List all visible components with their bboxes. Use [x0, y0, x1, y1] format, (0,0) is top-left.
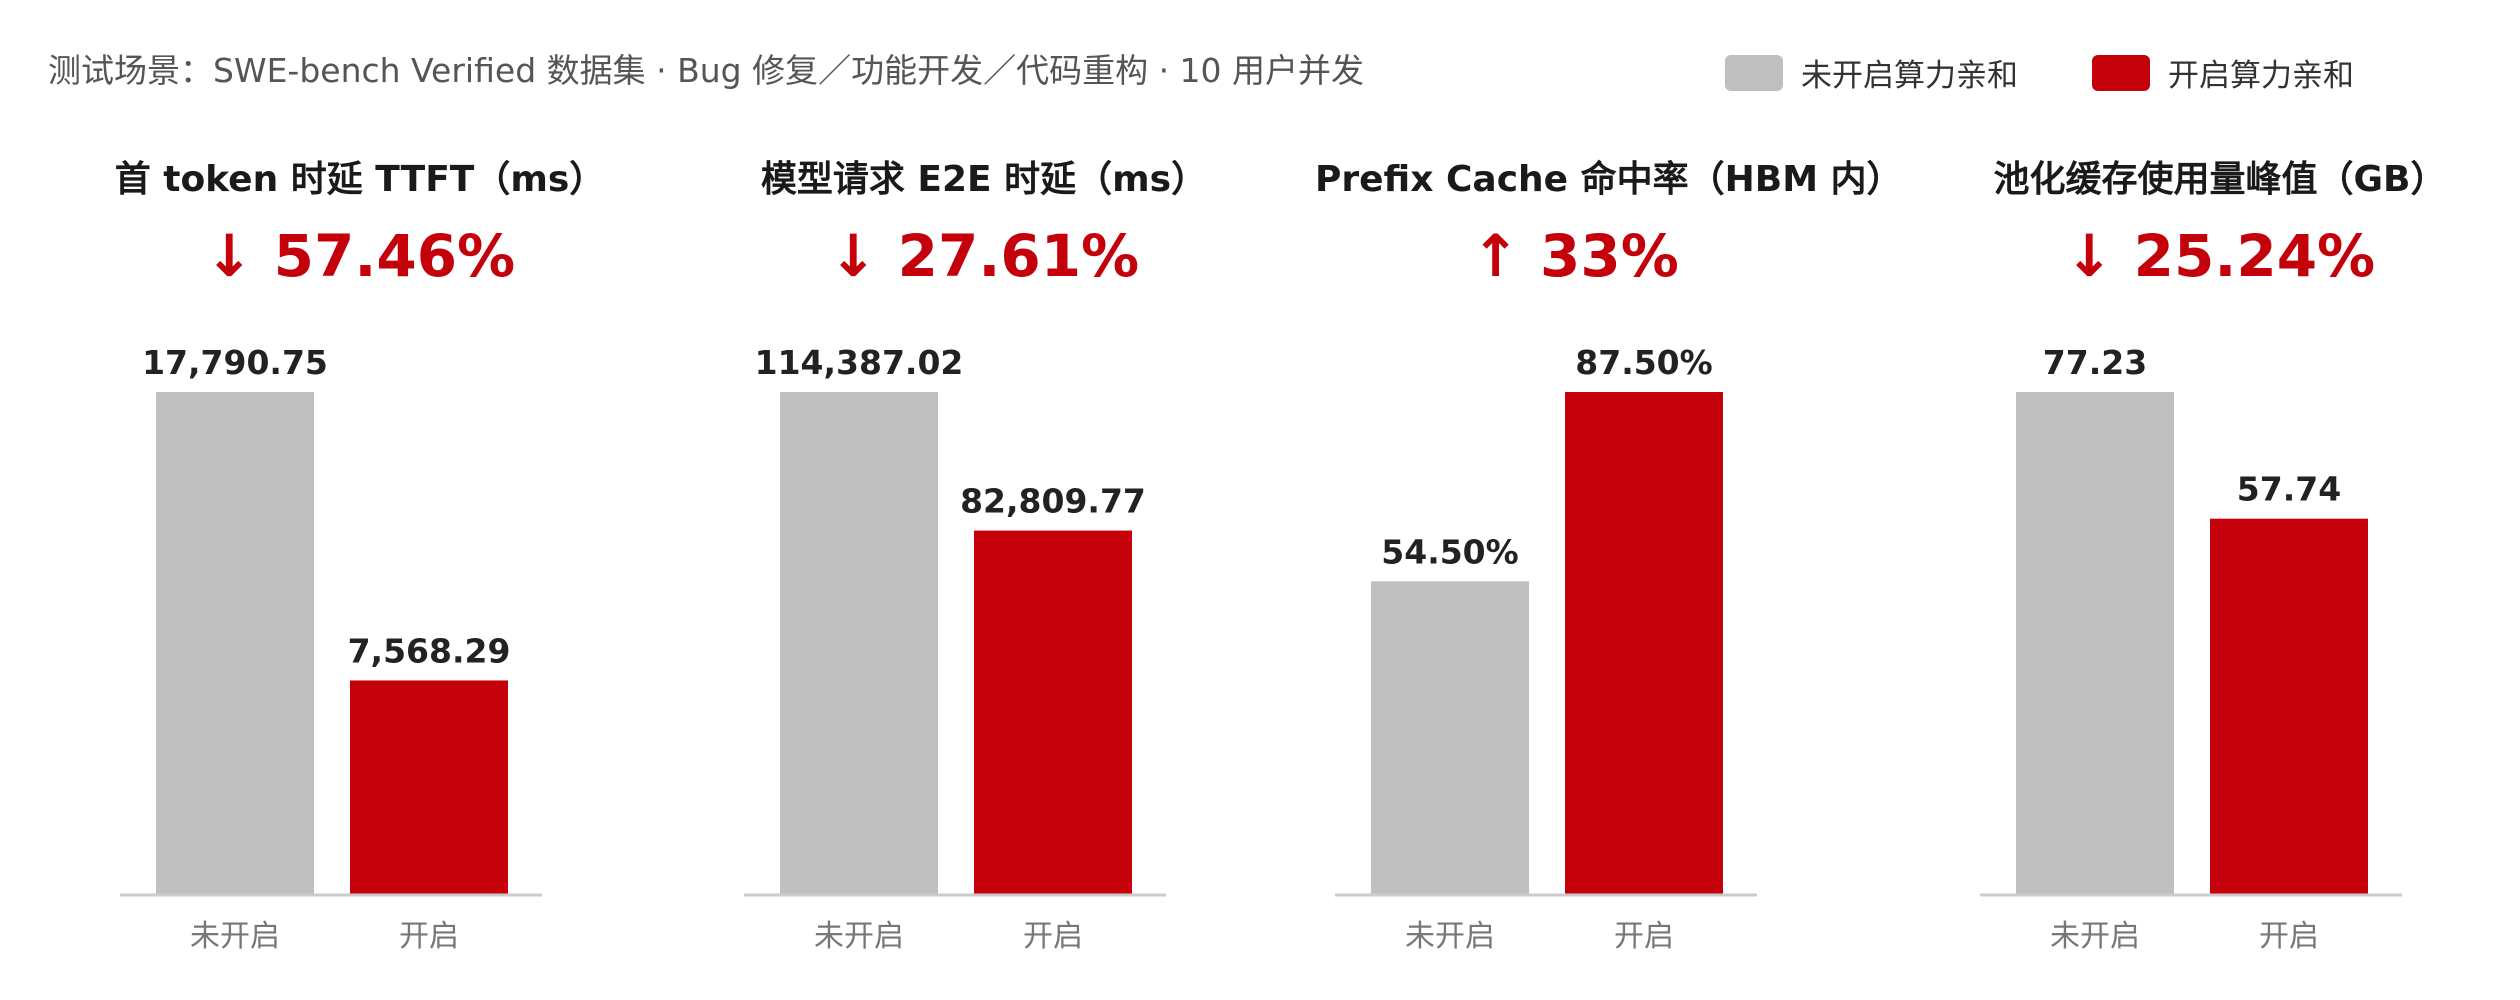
bar-chart-prefix-cache: 54.50% 未开启 87.50% 开启: [1335, 343, 1757, 954]
panel-change: ↓ 57.46%: [204, 222, 516, 290]
bar-chart-ttft: 17,790.75 未开启 7,568.29 开启: [120, 343, 542, 954]
category-label-0: 未开启: [2050, 919, 2140, 954]
category-label-0: 未开启: [814, 919, 904, 954]
bar-value-label-0: 77.23: [2043, 343, 2147, 382]
panel-title: Prefix Cache 命中率（HBM 内）: [1315, 159, 1903, 200]
legend-swatch-baseline: [1725, 54, 1783, 91]
category-label-0: 未开启: [190, 919, 280, 954]
bar-value-label-1: 57.74: [2237, 470, 2341, 509]
bar-chart-pool-cache: 77.23 未开启 57.74 开启: [1980, 343, 2402, 954]
panel-title: 池化缓存使用量峰值（GB）: [1993, 159, 2447, 200]
bar-0: [2016, 392, 2174, 894]
panel-title: 模型请求 E2E 时延（ms）: [760, 159, 1208, 200]
chart-panel-prefix-cache: Prefix Cache 命中率（HBM 内） ↑ 33% 54.50% 未开启 8…: [1315, 0, 1903, 1000]
panel-change: ↓ 27.61%: [828, 222, 1140, 290]
legend-label-enabled: 开启算力亲和: [2168, 58, 2354, 94]
legend-item-enabled: 开启算力亲和: [2092, 50, 2354, 95]
bar-1: [1565, 392, 1723, 894]
chart-panel-e2e: 模型请求 E2E 时延（ms） ↓ 27.61% 114,387.02 未开启 82…: [724, 0, 1244, 1000]
bar-value-label-1: 87.50%: [1575, 343, 1712, 382]
legend: 未开启算力亲和 开启算力亲和: [1725, 50, 2428, 95]
bar-value-label-1: 82,809.77: [960, 482, 1146, 521]
panel-change: ↑ 33%: [1471, 222, 1679, 290]
legend-item-baseline: 未开启算力亲和: [1725, 50, 2018, 95]
bar-value-label-0: 114,387.02: [755, 343, 964, 382]
bar-1: [350, 680, 508, 894]
panel-change: ↓ 25.24%: [2064, 222, 2376, 290]
bar-0: [156, 392, 314, 894]
chart-subtitle: 测试场景：SWE-bench Verified 数据集 · Bug 修复／功能开…: [48, 51, 1365, 90]
bar-value-label-0: 17,790.75: [142, 343, 328, 382]
category-label-1: 开启: [1023, 919, 1083, 954]
category-label-1: 开启: [399, 919, 459, 954]
chart-panel-pool-cache: 池化缓存使用量峰值（GB） ↓ 25.24% 77.23 未开启 57.74 开启: [1960, 0, 2480, 1000]
bar-0: [1371, 581, 1529, 894]
panel-title: 首 token 时延 TTFT（ms）: [114, 159, 606, 200]
legend-swatch-enabled: [2092, 54, 2150, 91]
category-label-1: 开启: [2259, 919, 2319, 954]
bar-value-label-1: 7,568.29: [348, 631, 511, 670]
category-label-1: 开启: [1614, 919, 1674, 954]
bar-1: [2210, 518, 2368, 894]
legend-label-baseline: 未开启算力亲和: [1801, 58, 2018, 94]
bar-value-label-0: 54.50%: [1381, 532, 1518, 571]
bar-1: [974, 530, 1132, 894]
chart-panel-ttft: 首 token 时延 TTFT（ms） ↓ 57.46% 17,790.75 未开…: [100, 0, 620, 1000]
bar-0: [780, 392, 938, 894]
bar-chart-e2e: 114,387.02 未开启 82,809.77 开启: [744, 343, 1166, 954]
category-label-0: 未开启: [1405, 919, 1495, 954]
